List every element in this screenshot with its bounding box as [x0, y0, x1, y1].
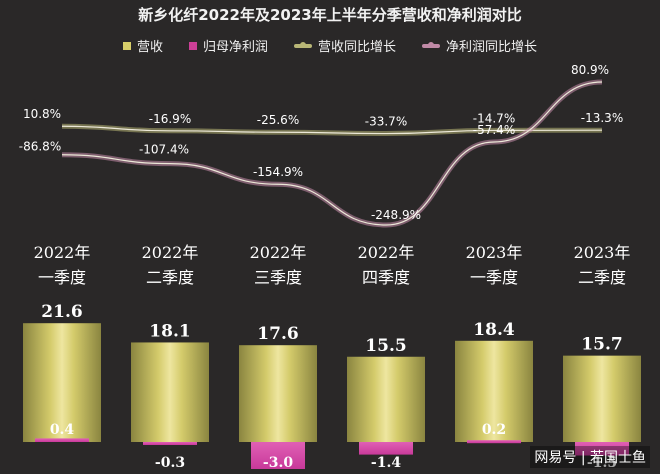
profit-growth-label: -248.9%	[371, 208, 421, 222]
profit-growth-label: 80.9%	[571, 63, 609, 77]
profit-growth-label: -107.4%	[139, 143, 189, 157]
revenue-bar	[347, 356, 425, 442]
period-label-year: 2022年	[250, 243, 307, 262]
period-label-quarter: 一季度	[470, 268, 518, 287]
profit-growth-label: -86.8%	[19, 140, 61, 154]
net-profit-bar-label: -1.4	[371, 455, 401, 471]
legend-swatch-net-profit	[188, 41, 197, 50]
legend-label-profit-growth: 净利润同比增长	[446, 40, 538, 55]
profit-growth-line	[61, 81, 603, 226]
revenue-bar-label: 18.1	[149, 321, 190, 341]
legend-label-revenue-growth: 营收同比增长	[318, 40, 397, 55]
period-label-year: 2023年	[466, 243, 523, 262]
net-profit-bar-label: -3.0	[263, 455, 293, 471]
legend-item-net-profit: 归母净利润	[188, 36, 268, 55]
net-profit-bar-label: -0.3	[155, 455, 185, 471]
revenue-bar-label: 21.6	[41, 302, 82, 322]
net-profit-bar	[467, 440, 521, 444]
net-profit-bar	[575, 442, 629, 456]
period-label-year: 2022年	[358, 243, 415, 262]
revenue-growth-label: -13.3%	[581, 111, 623, 125]
legend-item-revenue-growth: 营收同比增长	[294, 36, 396, 55]
period-label-quarter: 二季度	[578, 268, 626, 287]
net-profit-bar	[35, 438, 89, 442]
net-profit-bar	[251, 442, 305, 469]
net-profit-bar-label: 0.4	[50, 422, 75, 438]
revenue-growth-line	[61, 125, 603, 135]
revenue-bar	[23, 323, 101, 442]
period-label-quarter: 二季度	[146, 268, 194, 287]
net-profit-bar-label: -1.5	[587, 455, 617, 471]
revenue-bar	[239, 345, 317, 442]
period-label-year: 2023年	[574, 243, 631, 262]
revenue-bar-label: 15.5	[365, 336, 406, 356]
profit-growth-label: -57.4%	[473, 123, 515, 137]
revenue-growth-label: -16.9%	[149, 112, 191, 126]
period-label-quarter: 一季度	[38, 268, 86, 287]
net-profit-bar	[359, 442, 413, 455]
revenue-bar-label: 17.6	[257, 324, 298, 344]
legend-swatch-revenue-growth	[294, 41, 312, 48]
chart-title: 新乡化纤2022年及2023年上半年分季营收和净利润对比	[138, 6, 522, 24]
legend-label-revenue: 营收	[136, 40, 163, 55]
revenue-growth-label: -25.6%	[257, 113, 299, 127]
legend-item-revenue: 营收	[122, 36, 163, 55]
revenue-bar	[131, 342, 209, 442]
revenue-bar-label: 15.7	[581, 335, 622, 355]
chart-legend: 营收 归母净利润 营收同比增长 净利润同比增长	[0, 36, 660, 55]
legend-label-net-profit: 归母净利润	[202, 40, 268, 55]
revenue-bar-label: 18.4	[473, 320, 515, 340]
net-profit-bar	[143, 442, 197, 445]
net-profit-bar-label: 0.2	[482, 422, 506, 438]
revenue-growth-label: -14.7%	[473, 111, 515, 125]
legend-swatch-profit-growth	[422, 41, 441, 48]
revenue-growth-label: 10.8%	[23, 107, 61, 121]
revenue-bar	[563, 355, 641, 442]
watermark: 网易号 | 若国士鱼	[530, 446, 650, 468]
revenue-growth-label: -33.7%	[365, 115, 407, 129]
legend-item-profit-growth: 净利润同比增长	[422, 36, 537, 55]
period-label-year: 2022年	[34, 243, 91, 262]
revenue-bar	[455, 340, 533, 442]
period-label-quarter: 四季度	[362, 268, 410, 287]
period-label-year: 2022年	[142, 243, 199, 262]
period-label-quarter: 三季度	[254, 268, 302, 287]
profit-growth-label: -154.9%	[253, 165, 303, 179]
legend-swatch-revenue	[122, 41, 131, 50]
